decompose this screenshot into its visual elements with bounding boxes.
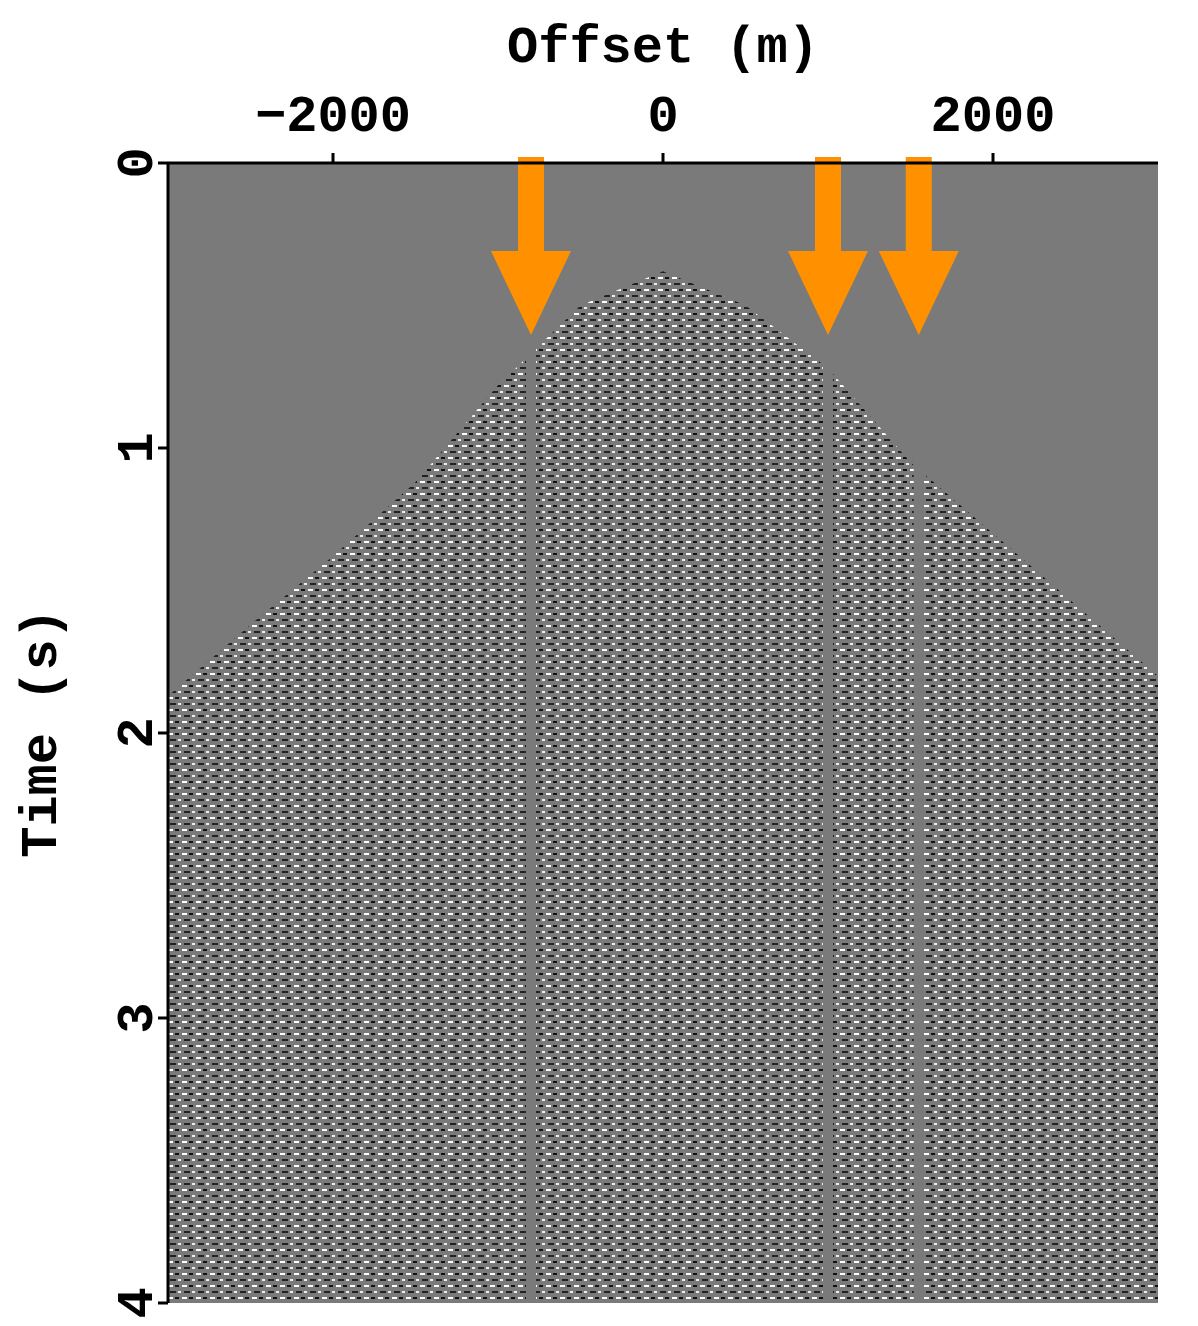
svg-text:3: 3 xyxy=(109,1002,168,1033)
svg-text:0: 0 xyxy=(647,88,678,147)
svg-text:2000: 2000 xyxy=(931,88,1056,147)
svg-text:Time (s): Time (s) xyxy=(13,608,72,858)
svg-text:−2000: −2000 xyxy=(255,88,411,147)
svg-text:4: 4 xyxy=(109,1287,168,1318)
svg-text:Offset (m): Offset (m) xyxy=(507,19,819,78)
svg-text:2: 2 xyxy=(109,717,168,748)
svg-text:0: 0 xyxy=(109,147,168,178)
svg-text:1: 1 xyxy=(109,432,168,463)
